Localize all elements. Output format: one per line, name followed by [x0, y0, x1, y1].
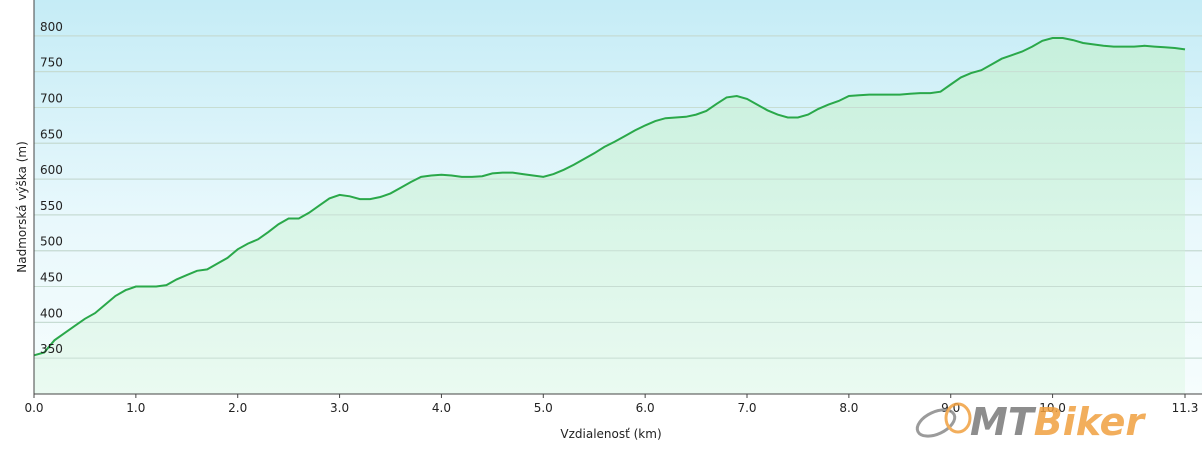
x-tick-label-6: 6.0	[636, 401, 655, 415]
x-tick-label-4: 4.0	[432, 401, 451, 415]
watermark-text-mt: MT	[970, 400, 1037, 444]
y-tick-label-350: 350	[40, 342, 63, 356]
x-tick-label-5: 5.0	[534, 401, 553, 415]
x-axis-title: Vzdialenosť (km)	[560, 427, 661, 441]
x-tick-label-10: 10.0	[1039, 401, 1066, 415]
y-tick-label-400: 400	[40, 306, 63, 320]
y-tick-label-550: 550	[40, 199, 63, 213]
x-tick-label-11: 11.3	[1172, 401, 1199, 415]
watermark-text: MTBiker	[970, 400, 1146, 444]
x-tick-label-0: 0.0	[24, 401, 43, 415]
elevation-series-line	[33, 37, 1186, 357]
y-tick-label-750: 750	[40, 56, 63, 70]
elevation-area-fill	[34, 38, 1185, 394]
grid-lines-over-area	[34, 35, 1202, 359]
x-tick-label-2: 2.0	[228, 401, 247, 415]
y-tick-label-650: 650	[40, 127, 63, 141]
y-axis-title: Nadmorská výška (m)	[15, 141, 29, 272]
x-tick-label-7: 7.0	[737, 401, 756, 415]
y-tick-label-800: 800	[40, 20, 63, 34]
x-tick-label-8: 8.0	[839, 401, 858, 415]
y-tick-label-700: 700	[40, 91, 63, 105]
mtbiker-watermark: MTBiker	[915, 400, 1146, 444]
x-tick-label-3: 3.0	[330, 401, 349, 415]
watermark-text-biker: Biker	[1034, 400, 1147, 444]
cyclist-logo-icon	[915, 402, 972, 438]
y-tick-labels: 350 400 450 500 550 600 650 700 750 800	[40, 20, 63, 356]
y-tick-label-500: 500	[40, 235, 63, 249]
x-tick-label-1: 1.0	[126, 401, 145, 415]
y-tick-label-450: 450	[40, 271, 63, 285]
y-tick-label-600: 600	[40, 163, 63, 177]
